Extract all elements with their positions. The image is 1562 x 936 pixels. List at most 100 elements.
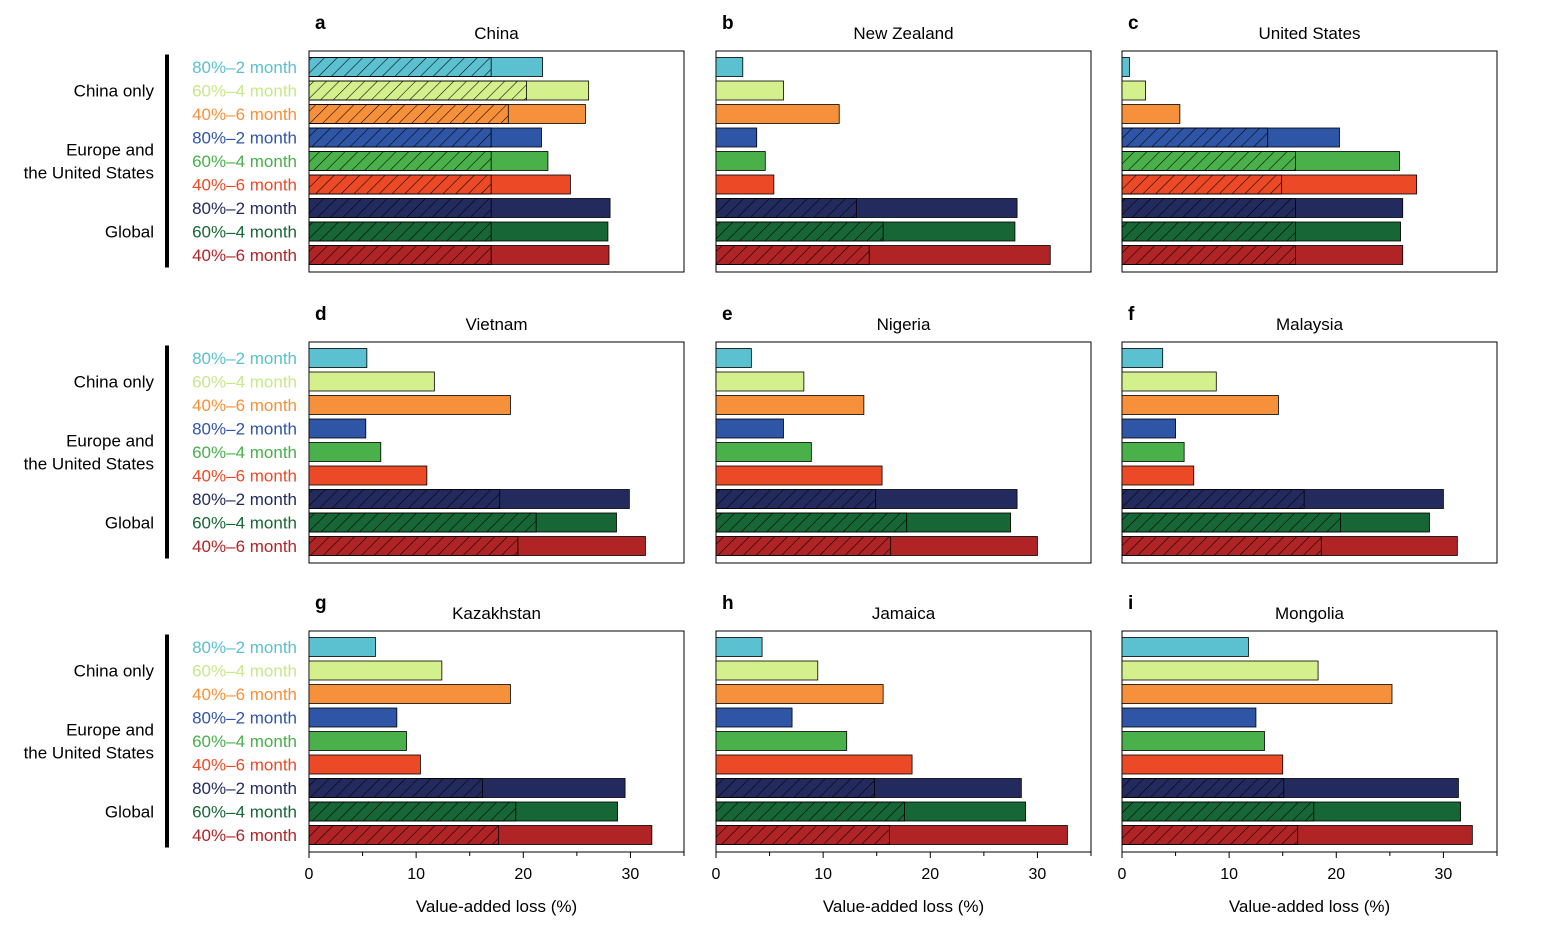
- hatched-bar-segment: [1121, 825, 1299, 845]
- row-label-block: 80%–2 month 60%–4 month 40%–6 month 80%–2 m…: [24, 54, 297, 268]
- scenario-label: 40%–6 month: [192, 246, 297, 265]
- hatched-bar-segment: [1121, 778, 1285, 798]
- row-label-block: 80%–2 month 60%–4 month 40%–6 month 80%–2 m…: [24, 634, 297, 848]
- bar: [308, 442, 382, 462]
- bar: [715, 707, 793, 728]
- hatched-bar-segment: [1121, 536, 1322, 556]
- x-tick-label: 0: [712, 866, 721, 883]
- hatched-bar-segment: [308, 221, 492, 242]
- hatched-bar-segment: [308, 80, 527, 101]
- scenario-label: 40%–6 month: [192, 756, 297, 775]
- bar: [715, 395, 865, 415]
- scenario-label: 80%–2 month: [192, 199, 297, 218]
- hatched-bar-segment: [715, 512, 908, 533]
- hatched-bar-segment: [1121, 245, 1296, 265]
- scenario-label: 60%–4 month: [192, 152, 297, 171]
- hatched-bar-segment: [308, 151, 492, 171]
- panel-title: Nigeria: [877, 315, 931, 334]
- x-tick-label: 10: [814, 866, 832, 883]
- bar: [1121, 395, 1279, 415]
- row-labels-layer: 80%–2 month 60%–4 month 40%–6 month 80%–2 m…: [24, 54, 297, 848]
- hatched-bar-segment: [308, 104, 509, 124]
- hatched-bar-segment: [308, 778, 483, 798]
- hatched-bar-segment: [1121, 221, 1296, 242]
- x-tick-label: 30: [1435, 866, 1453, 883]
- scenario-label: 40%–6 month: [192, 105, 297, 124]
- x-tick-label: 0: [1118, 866, 1127, 883]
- hatched-bar-segment: [715, 245, 870, 265]
- hatched-bar-segment: [715, 221, 884, 242]
- hatched-bar-segment: [715, 489, 877, 509]
- bar: [1121, 442, 1185, 462]
- bar: [308, 707, 398, 728]
- panel-letter: d: [315, 304, 327, 325]
- hatched-bar-segment: [308, 127, 492, 148]
- panel-i: i Mongolia 0 10 20 30 Value-added loss (%): [1118, 593, 1498, 916]
- hatched-bar-segment: [715, 778, 875, 798]
- bar: [308, 348, 368, 368]
- bar: [1121, 637, 1249, 657]
- bar: [308, 465, 428, 486]
- panel-c: c United States: [1121, 13, 1498, 273]
- x-tick-label: 10: [407, 866, 425, 883]
- bar: [715, 418, 784, 439]
- hatched-bar-segment: [308, 536, 519, 556]
- hatched-bar-segment: [1121, 127, 1269, 148]
- bar: [715, 731, 848, 751]
- group-label: Global: [105, 223, 154, 242]
- bar: [308, 731, 407, 751]
- hatched-bar-segment: [308, 174, 492, 195]
- x-tick-label: 20: [921, 866, 939, 883]
- bar: [1121, 465, 1195, 486]
- group-label: the United States: [24, 455, 154, 474]
- bar: [1121, 104, 1181, 124]
- panel-letter: f: [1128, 304, 1135, 325]
- bar: [308, 754, 421, 775]
- panel-letter: h: [722, 593, 734, 614]
- group-label: Europe and: [66, 141, 154, 160]
- group-bracket: [165, 54, 169, 127]
- bar: [308, 395, 511, 415]
- x-tick-label: 30: [622, 866, 640, 883]
- hatched-bar-segment: [1121, 198, 1296, 218]
- x-axis-label: Value-added loss (%): [416, 897, 577, 916]
- scenario-label: 80%–2 month: [192, 420, 297, 439]
- x-tick-label: 20: [1327, 866, 1345, 883]
- scenario-label: 60%–4 month: [192, 223, 297, 242]
- x-tick-label: 0: [305, 866, 314, 883]
- bar: [308, 371, 435, 392]
- bar: [715, 660, 819, 681]
- scenario-label: 60%–4 month: [192, 514, 297, 533]
- hatched-bar-segment: [715, 536, 892, 556]
- panel-letter: c: [1128, 13, 1139, 34]
- panel-title: Kazakhstan: [452, 604, 541, 623]
- panel-title: United States: [1258, 24, 1360, 43]
- hatched-bar-segment: [715, 801, 905, 822]
- group-label: the United States: [24, 744, 154, 763]
- panel-d: d Vietnam: [308, 304, 685, 564]
- hatched-bar-segment: [1121, 489, 1305, 509]
- group-label: Global: [105, 514, 154, 533]
- group-bracket: [165, 125, 169, 197]
- x-axis-label: Value-added loss (%): [1229, 897, 1390, 916]
- bar: [1121, 80, 1146, 101]
- scenario-label: 80%–2 month: [192, 129, 297, 148]
- panel-letter: a: [315, 13, 326, 34]
- bar: [1121, 57, 1130, 77]
- hatched-bar-segment: [308, 198, 492, 218]
- scenario-label: 60%–4 month: [192, 82, 297, 101]
- hatched-bar-segment: [308, 245, 492, 265]
- scenario-label: 80%–2 month: [192, 58, 297, 77]
- scenario-label: 40%–6 month: [192, 467, 297, 486]
- bar: [715, 684, 884, 704]
- hatched-bar-segment: [1121, 801, 1315, 822]
- group-label: China only: [74, 662, 155, 681]
- bar: [715, 174, 775, 195]
- panel-letter: e: [722, 304, 733, 325]
- bar: [308, 637, 376, 657]
- panel-title: New Zealand: [853, 24, 953, 43]
- row-label-block: 80%–2 month 60%–4 month 40%–6 month 80%–2 m…: [24, 345, 297, 559]
- bar: [308, 660, 443, 681]
- scenario-label: 80%–2 month: [192, 349, 297, 368]
- group-bracket: [165, 345, 169, 418]
